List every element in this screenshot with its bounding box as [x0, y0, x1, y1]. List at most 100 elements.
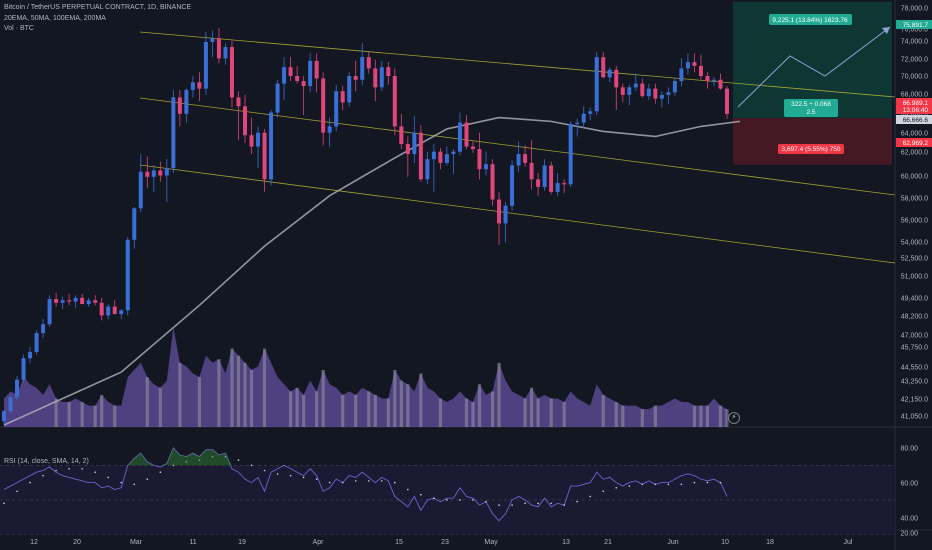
price-badge-label: 66,666.6 [903, 117, 929, 124]
candle-down [112, 306, 117, 315]
rsi-ma-dot [498, 504, 500, 506]
candle-down [549, 165, 554, 192]
volume-bar-down [419, 373, 423, 427]
rsi-tick-label: 80.00 [900, 446, 918, 453]
candle-up [223, 47, 228, 59]
candle-down [295, 76, 300, 82]
volume-bar-down [295, 387, 299, 427]
rsi-ma-dot [524, 502, 526, 505]
candle-up [431, 151, 436, 160]
candle-up [190, 82, 195, 90]
rsi-ma-dot [680, 483, 683, 486]
price-badge-label: 13:06:40 [903, 107, 929, 114]
date-tick-label: 20 [73, 539, 81, 546]
volume-bar-down [393, 369, 397, 427]
rsi-ma-dot [719, 481, 722, 484]
rsi-ma-dot [615, 486, 618, 489]
candle-up [412, 132, 417, 155]
candle-down [229, 47, 234, 98]
volume-bar-down [367, 391, 371, 427]
ratio-label-line2: 2.5 [806, 109, 815, 116]
candle-up [138, 171, 143, 209]
rsi-ma-dot [380, 480, 383, 482]
candle-up [119, 310, 124, 315]
rsi-ma-dot [446, 499, 448, 501]
target-label: 9,225.1 (13.84%) 1623.76 [772, 17, 848, 24]
candle-up [132, 208, 137, 240]
price-tick-label: 56,000.0 [901, 218, 928, 225]
volume-bar-down [523, 398, 527, 427]
volume-bar-down [464, 398, 469, 427]
candle-up [282, 67, 287, 84]
candle-down [314, 60, 319, 79]
candle-up [451, 151, 456, 155]
price-tick-label: 58,000.0 [901, 196, 928, 203]
candle-down [392, 76, 397, 127]
rsi-tick-label: 60.00 [900, 481, 918, 488]
candle-down [301, 81, 306, 87]
candle-down [353, 76, 358, 80]
price-tick-label: 42,150.0 [901, 397, 928, 404]
rsi-ma-dot [667, 483, 670, 486]
volume-bar-down [230, 348, 234, 427]
candle-down [698, 65, 703, 76]
volume-bar-down [705, 405, 710, 427]
candle-down [725, 88, 729, 114]
volume-bar-down [536, 398, 540, 427]
volume-bar-down [54, 398, 58, 427]
candle-down [562, 183, 567, 185]
price-tick-label: 68,000.0 [901, 92, 928, 99]
candle-up [659, 94, 664, 99]
price-tick-label: 47,000.0 [901, 333, 928, 340]
volume-bar-down [725, 409, 729, 427]
price-tick-label: 60,000.0 [901, 174, 928, 181]
candle-up [106, 306, 111, 316]
date-tick-label: 13 [562, 539, 570, 546]
candle-up [607, 69, 612, 78]
rsi-ma-dot [550, 502, 552, 505]
price-tick-label: 52,500.0 [901, 256, 928, 263]
volume-bar-down [158, 387, 162, 427]
volume-bar-down [373, 394, 377, 427]
candle-up [457, 122, 462, 152]
rsi-ma-dot [263, 469, 266, 472]
candle-down [386, 67, 391, 76]
volume-bar-down [197, 377, 202, 427]
candle-up [666, 92, 671, 95]
date-tick-label: 11 [189, 539, 196, 546]
candle-up [516, 154, 521, 166]
candle-down [236, 97, 241, 107]
candle-up [308, 60, 313, 87]
candle-down [405, 144, 410, 155]
price-tick-label: 74,000.0 [901, 39, 928, 46]
candle-up [334, 91, 339, 127]
candle-up [581, 113, 586, 123]
rsi-ma-dot [341, 481, 344, 484]
stop-label-badge [778, 144, 844, 154]
date-tick-label: 18 [766, 539, 774, 546]
rsi-ma-dot [133, 483, 136, 486]
date-tick-label: 21 [604, 539, 612, 546]
candle-down [497, 199, 502, 224]
rsi-tick-label: 40.00 [900, 516, 918, 523]
volume-bar-down [243, 362, 247, 427]
lightning-icon[interactable]: ⚡ [728, 412, 740, 424]
indicator-legend-rsi: RSI (14, close, SMA, 14, 2) [4, 458, 89, 465]
volume-bar-down [601, 394, 605, 427]
volume-bar-down [178, 362, 182, 427]
volume-bar-down [692, 405, 697, 427]
candle-down [93, 300, 98, 303]
rsi-ma-dot [563, 504, 565, 506]
rsi-ma-dot [589, 495, 592, 498]
candle-down [243, 106, 247, 136]
rsi-ma-dot [511, 504, 513, 506]
rsi-ma-dot [628, 485, 631, 487]
candle-up [672, 81, 677, 93]
candle-up [184, 89, 189, 114]
projection-arrowhead [882, 27, 890, 34]
rsi-ma-dot [472, 499, 474, 501]
candle-down [438, 151, 443, 163]
price-badge [896, 138, 932, 147]
indicator-legend-volume: Vol · BTC [4, 25, 34, 32]
